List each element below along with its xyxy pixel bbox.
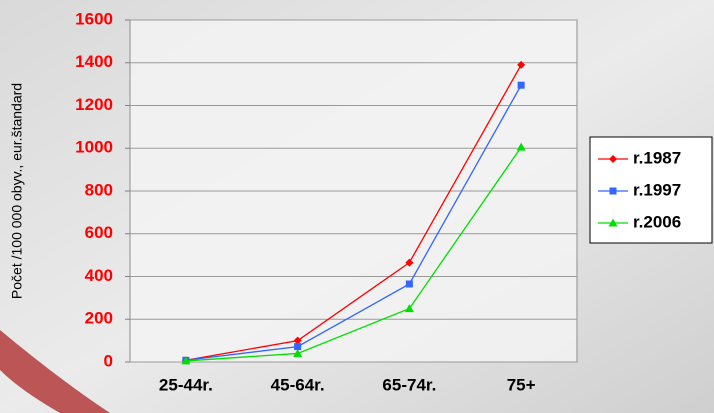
legend-marker bbox=[609, 155, 617, 163]
legend-label: r.2006 bbox=[633, 212, 681, 231]
legend-marker bbox=[608, 218, 618, 227]
x-tick-label: 75+ bbox=[507, 375, 536, 394]
legend-marker bbox=[609, 187, 617, 195]
series-line bbox=[185, 64, 522, 361]
legend-label: r.1997 bbox=[633, 180, 681, 199]
x-tick-label: 45-64r. bbox=[271, 375, 325, 394]
y-tick-label: 1400 bbox=[75, 52, 113, 71]
y-tick-label: 200 bbox=[85, 309, 113, 328]
legend-label: r.1987 bbox=[633, 148, 681, 167]
marker bbox=[404, 304, 414, 313]
x-tick-label: 65-74r. bbox=[382, 375, 436, 394]
x-tick-label: 25-44r. bbox=[159, 375, 213, 394]
marker bbox=[294, 343, 302, 351]
y-tick-label: 1200 bbox=[75, 95, 113, 114]
y-tick-label: 0 bbox=[104, 351, 113, 370]
marker bbox=[405, 258, 414, 267]
marker bbox=[517, 81, 525, 89]
marker bbox=[405, 280, 413, 288]
marker bbox=[181, 356, 191, 365]
y-tick-label: 600 bbox=[85, 223, 113, 242]
y-axis-label: Počet /100 000 obyv., eur.štandard bbox=[9, 83, 25, 299]
y-tick-label: 400 bbox=[85, 266, 113, 285]
series-line bbox=[185, 146, 522, 362]
marker bbox=[516, 142, 526, 151]
y-tick-label: 1000 bbox=[75, 138, 113, 157]
y-tick-label: 800 bbox=[85, 180, 113, 199]
y-tick-label: 1600 bbox=[75, 9, 113, 28]
series-line bbox=[185, 84, 522, 361]
decoration bbox=[0, 330, 110, 413]
marker bbox=[517, 60, 526, 69]
marker bbox=[293, 336, 302, 345]
marker bbox=[293, 348, 303, 357]
